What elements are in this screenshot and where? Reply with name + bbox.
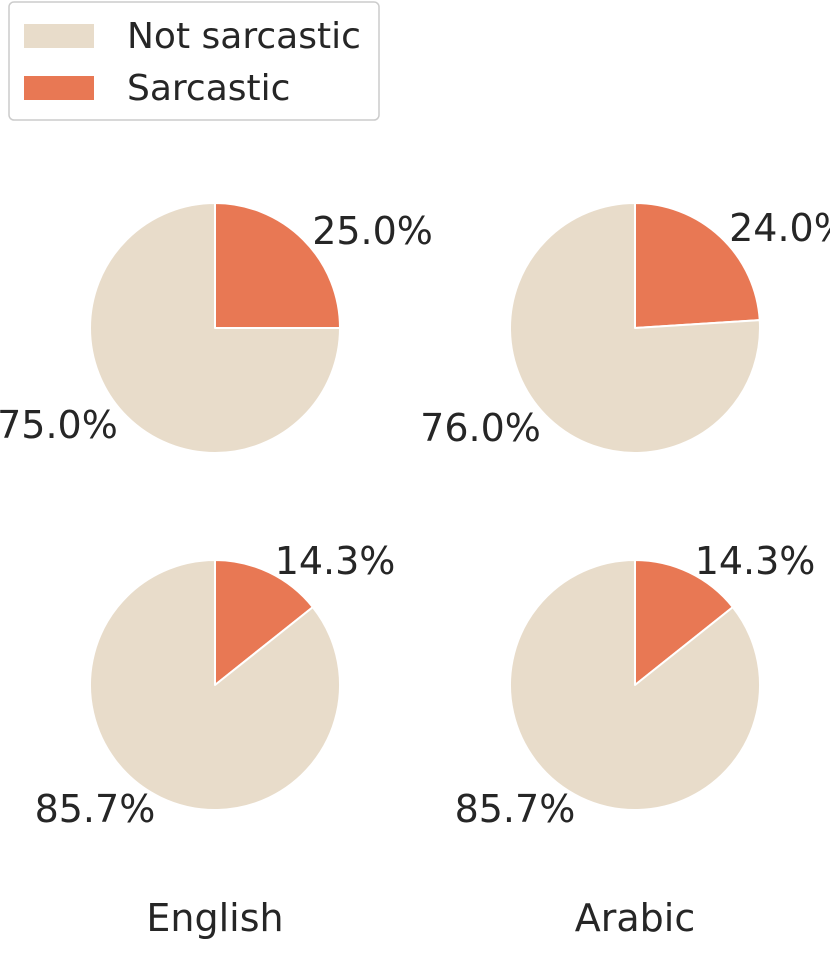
column-label-english: English bbox=[146, 896, 283, 940]
pie-label-sarcastic: 25.0% bbox=[312, 209, 433, 253]
pie-label-not-sarcastic: 75.0% bbox=[0, 403, 118, 447]
pie-slice-not-sarcastic bbox=[509, 559, 761, 811]
pie-slice-sarcastic bbox=[214, 202, 341, 329]
pie-slice-sarcastic bbox=[634, 202, 761, 329]
pie-slice-not-sarcastic bbox=[89, 559, 341, 811]
legend: Not sarcastic Sarcastic bbox=[8, 1, 380, 121]
pie-slice-not-sarcastic bbox=[509, 202, 761, 454]
pie-label-sarcastic: 24.0% bbox=[729, 206, 830, 250]
pie-label-not-sarcastic: 76.0% bbox=[420, 406, 541, 450]
pie-slice-not-sarcastic bbox=[89, 202, 341, 454]
pie-label-sarcastic: 14.3% bbox=[275, 539, 396, 583]
legend-label-sarcastic: Sarcastic bbox=[127, 68, 290, 109]
pie-label-sarcastic: 14.3% bbox=[695, 539, 816, 583]
legend-swatch-sarcastic bbox=[24, 76, 94, 100]
column-label-arabic: Arabic bbox=[575, 896, 695, 940]
pie-label-not-sarcastic: 85.7% bbox=[35, 787, 156, 831]
legend-frame bbox=[8, 1, 380, 121]
pie-english-row-2: 14.3% 85.7% bbox=[35, 539, 396, 831]
pie-slice-sarcastic bbox=[214, 559, 314, 686]
pie-label-not-sarcastic: 85.7% bbox=[455, 787, 576, 831]
legend-swatch-not-sarcastic bbox=[24, 24, 94, 48]
pie-arabic-row-2: 14.3% 85.7% bbox=[455, 539, 816, 831]
pie-english-row-1: 25.0% 75.0% bbox=[0, 202, 433, 454]
legend-label-not-sarcastic: Not sarcastic bbox=[127, 16, 361, 57]
pie-arabic-row-1: 24.0% 76.0% bbox=[420, 202, 830, 454]
pie-slice-sarcastic bbox=[634, 559, 734, 686]
pies-group: 25.0% 75.0% 24.0% 76.0% 14.3% 85.7% 14.3% 85.7% bbox=[0, 202, 830, 831]
